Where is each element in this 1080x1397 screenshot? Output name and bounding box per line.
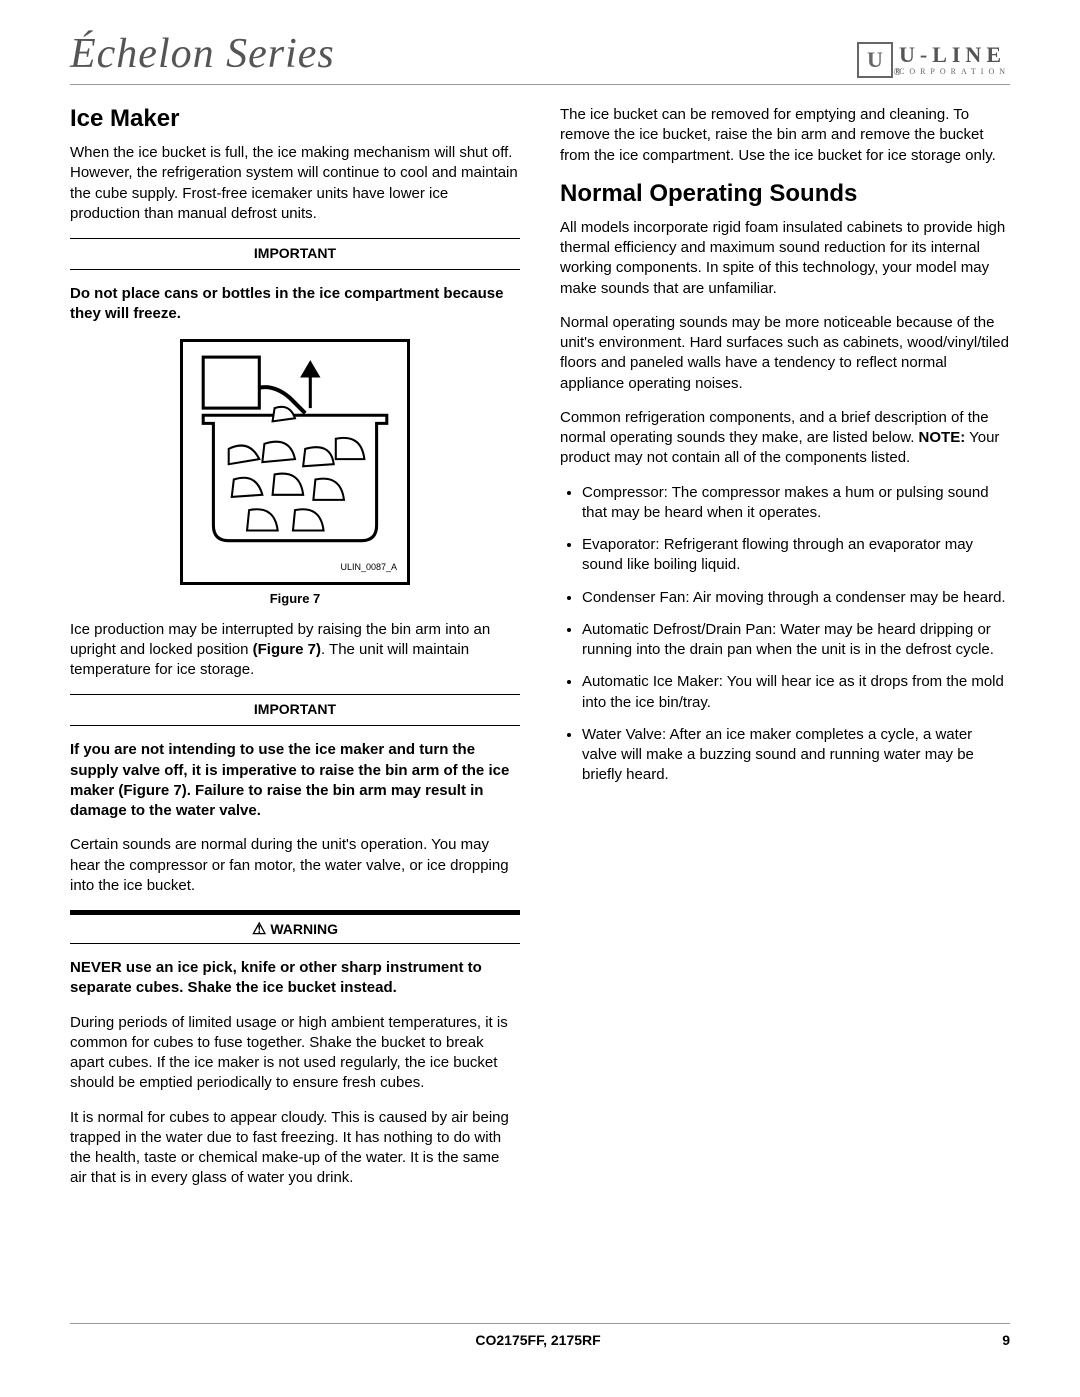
important-block-2: IMPORTANT <box>70 694 520 726</box>
list-item: Compressor: The compressor makes a hum o… <box>582 483 1010 524</box>
important-label-2: IMPORTANT <box>254 701 336 717</box>
note-label: NOTE: <box>919 429 966 446</box>
important-label-1: IMPORTANT <box>254 245 336 261</box>
important-text-1: Do not place cans or bottles in the ice … <box>70 284 520 325</box>
footer-page-number: 9 <box>1002 1332 1010 1348</box>
page-footer: CO2175FF, 2175RF 9 <box>70 1323 1010 1348</box>
uline-logo-mark: U <box>857 42 893 78</box>
warning-label: ⚠ WARNING <box>252 919 338 939</box>
warning-label-text: WARNING <box>270 921 338 937</box>
ice-maker-intro: When the ice bucket is full, the ice mak… <box>70 143 520 224</box>
uline-logo-main: U-LINE <box>899 44 1010 66</box>
important-text-2: If you are not intending to use the ice … <box>70 740 520 821</box>
uline-logo: U U-LINE CORPORATION <box>857 42 1010 78</box>
uline-logo-sub: CORPORATION <box>899 68 1010 76</box>
warning-text: NEVER use an ice pick, knife or other sh… <box>70 958 520 999</box>
content-columns: Ice Maker When the ice bucket is full, t… <box>70 105 1010 1203</box>
figure-7-box: ULIN_0087_A <box>180 339 410 585</box>
figure-7-caption: Figure 7 <box>70 591 520 606</box>
important-block-1: IMPORTANT <box>70 238 520 270</box>
left-column: Ice Maker When the ice bucket is full, t… <box>70 105 520 1203</box>
list-item: Condenser Fan: Air moving through a cond… <box>582 588 1010 608</box>
component-sound-list: Compressor: The compressor makes a hum o… <box>560 483 1010 786</box>
list-item: Automatic Ice Maker: You will hear ice a… <box>582 672 1010 713</box>
sounds-intro-1: All models incorporate rigid foam insula… <box>560 218 1010 299</box>
sounds-intro-3: Common refrigeration components, and a b… <box>560 408 1010 469</box>
list-item: Automatic Defrost/Drain Pan: Water may b… <box>582 620 1010 661</box>
right-column: The ice bucket can be removed for emptyi… <box>560 105 1010 1203</box>
warning-block: ⚠ WARNING <box>70 910 520 944</box>
ice-maker-heading: Ice Maker <box>70 105 520 133</box>
uline-logo-text: U-LINE CORPORATION <box>899 44 1010 76</box>
list-item: Water Valve: After an ice maker complete… <box>582 725 1010 786</box>
limited-usage-paragraph: During periods of limited usage or high … <box>70 1013 520 1094</box>
normal-sounds-heading: Normal Operating Sounds <box>560 180 1010 208</box>
sounds-paragraph: Certain sounds are normal during the uni… <box>70 835 520 896</box>
warning-icon: ⚠ <box>252 919 266 939</box>
ice-bucket-remove-paragraph: The ice bucket can be removed for emptyi… <box>560 105 1010 166</box>
sounds-intro-2: Normal operating sounds may be more noti… <box>560 313 1010 394</box>
ice-production-paragraph: Ice production may be interrupted by rai… <box>70 620 520 681</box>
series-title: Échelon Series <box>70 30 335 78</box>
p2-fig-ref: (Figure 7) <box>253 641 321 658</box>
list-item: Evaporator: Refrigerant flowing through … <box>582 535 1010 576</box>
page-header: Échelon Series U U-LINE CORPORATION <box>70 30 1010 85</box>
figure-id: ULIN_0087_A <box>193 562 397 572</box>
footer-model: CO2175FF, 2175RF <box>74 1332 1002 1348</box>
cloudy-cubes-paragraph: It is normal for cubes to appear cloudy.… <box>70 1108 520 1189</box>
ice-bucket-icon <box>193 352 397 556</box>
